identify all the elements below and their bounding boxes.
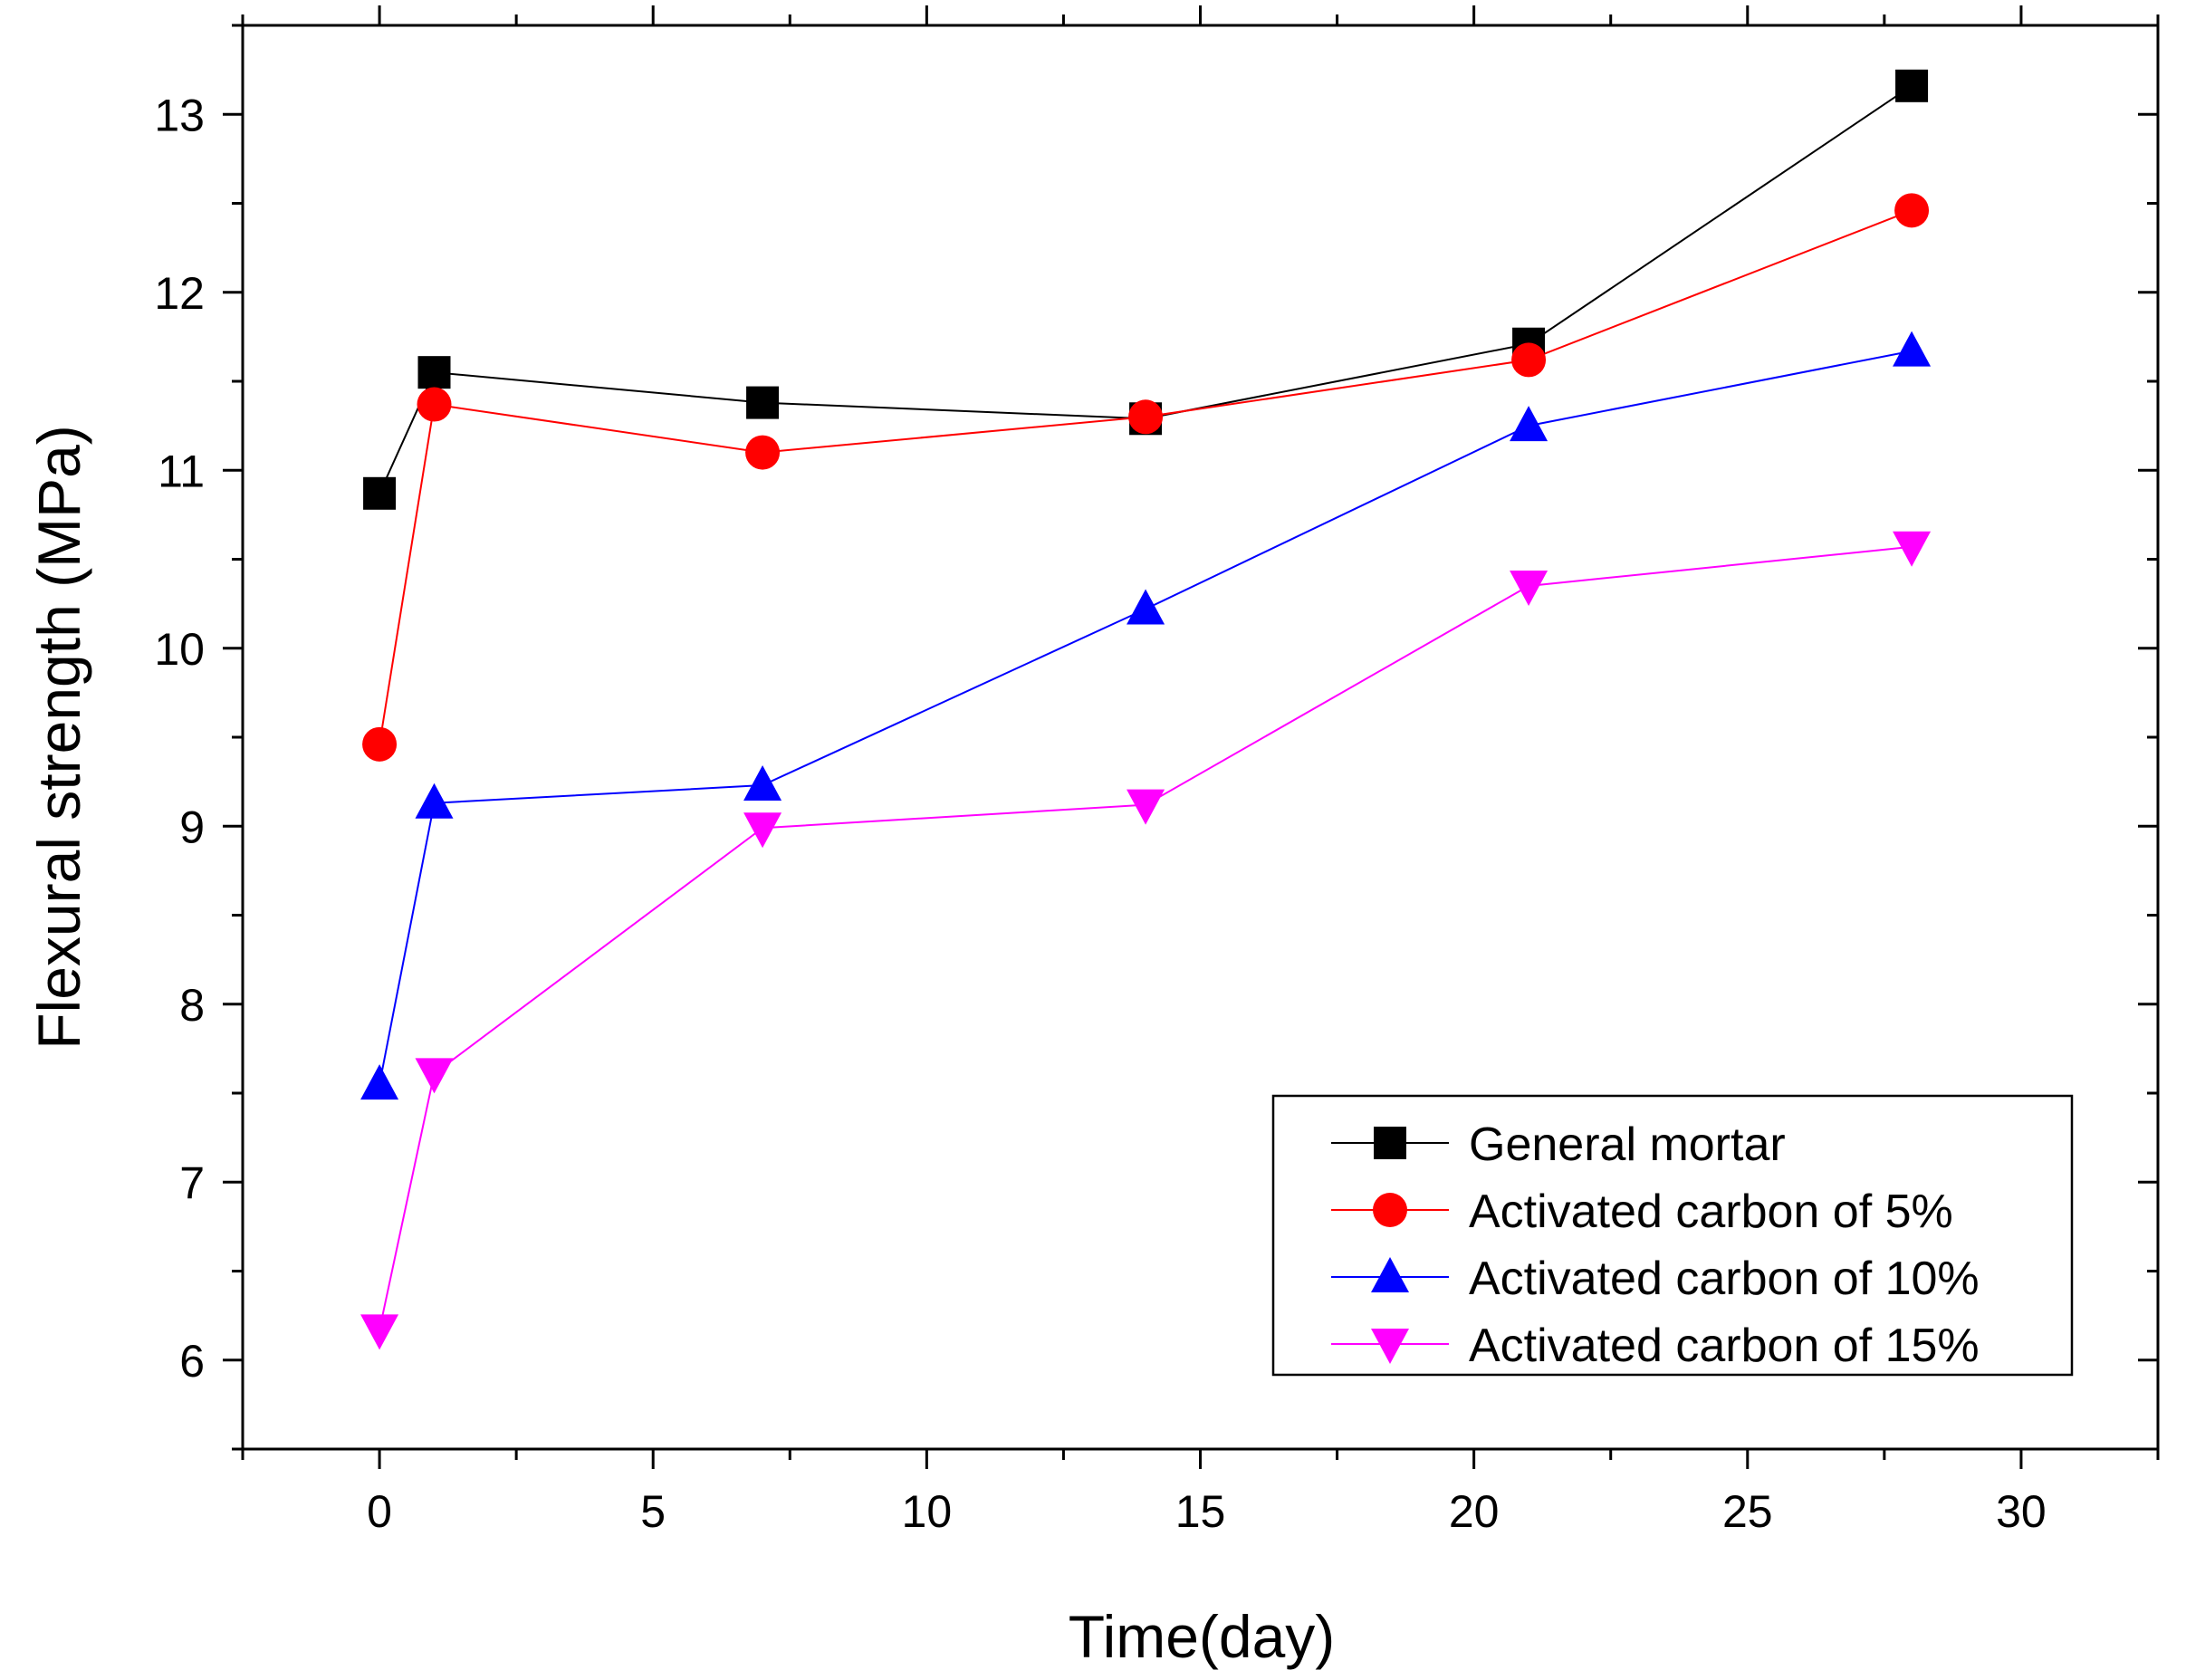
y-tick-label: 9 [179, 802, 205, 852]
axis-ticks [223, 5, 2160, 1469]
legend-label: Activated carbon of 5% [1469, 1186, 1953, 1238]
data-point-series-3 [1893, 331, 1932, 367]
data-point-series-4 [415, 1058, 454, 1094]
tick-labels: 0 5 10 15 20 25 30 6 7 8 9 10 11 12 13 [154, 90, 2046, 1537]
data-point-series-2 [1894, 193, 1930, 228]
legend-label: Activated carbon of 10% [1469, 1253, 1980, 1305]
legend-marker [1371, 1257, 1409, 1292]
x-tick-label: 30 [1996, 1486, 2047, 1537]
legend-marker [1371, 1329, 1409, 1364]
data-point-series-4 [1127, 789, 1165, 825]
x-tick-label: 5 [640, 1486, 666, 1537]
x-tick-label: 20 [1449, 1486, 1500, 1537]
y-tick-label: 8 [179, 980, 205, 1031]
x-tick-label: 0 [367, 1486, 392, 1537]
series-line-2 [379, 209, 1913, 745]
series-markers [360, 69, 1932, 1350]
data-point-series-4 [743, 812, 782, 849]
y-tick-label: 13 [154, 90, 205, 140]
x-tick-label: 10 [902, 1486, 953, 1537]
y-tick-label: 12 [154, 268, 205, 319]
data-point-series-3 [415, 782, 454, 819]
data-point-series-1 [417, 356, 451, 389]
x-tick-label: 25 [1722, 1486, 1773, 1537]
legend-label: General mortar [1469, 1118, 1786, 1171]
data-point-series-3 [1127, 589, 1165, 625]
legend-label: Activated carbon of 15% [1469, 1320, 1980, 1372]
y-tick-label: 7 [179, 1157, 205, 1208]
series-line-3 [379, 350, 1913, 1085]
legend-marker [1374, 1127, 1406, 1159]
y-tick-label: 11 [158, 446, 205, 496]
x-tick-label: 15 [1175, 1486, 1226, 1537]
data-point-series-1 [746, 386, 780, 419]
data-point-series-1 [363, 476, 397, 510]
data-point-series-3 [743, 765, 782, 802]
x-axis-label: Time(day) [1069, 1603, 1336, 1670]
data-point-series-2 [1511, 342, 1547, 378]
data-point-series-4 [360, 1314, 399, 1350]
data-point-series-1 [1895, 69, 1929, 102]
y-tick-label: 6 [179, 1336, 205, 1387]
data-point-series-2 [1128, 399, 1164, 435]
data-point-series-2 [745, 435, 781, 470]
data-point-series-2 [362, 726, 398, 762]
data-point-series-4 [1510, 570, 1548, 606]
legend-marker [1373, 1193, 1407, 1227]
y-tick-label: 10 [154, 624, 205, 675]
legend: General mortar Activated carbon of 5% Acti… [1271, 1094, 2074, 1377]
data-point-series-3 [1510, 406, 1548, 442]
y-axis-label: Flexural strength (MPa) [25, 425, 92, 1050]
data-point-series-2 [417, 387, 452, 422]
data-point-series-4 [1893, 531, 1932, 567]
series-line-4 [379, 545, 1913, 1330]
data-point-series-3 [360, 1064, 399, 1100]
